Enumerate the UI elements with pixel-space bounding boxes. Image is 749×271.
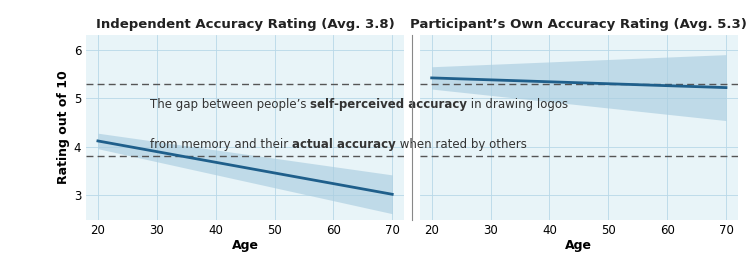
Title: Participant’s Own Accuracy Rating (Avg. 5.3): Participant’s Own Accuracy Rating (Avg. … xyxy=(410,18,748,31)
X-axis label: Age: Age xyxy=(231,239,258,252)
Text: from memory and their: from memory and their xyxy=(150,138,292,151)
Text: actual accuracy: actual accuracy xyxy=(292,138,395,151)
X-axis label: Age: Age xyxy=(565,239,592,252)
Title: Independent Accuracy Rating (Avg. 3.8): Independent Accuracy Rating (Avg. 3.8) xyxy=(96,18,395,31)
Y-axis label: Rating out of 10: Rating out of 10 xyxy=(57,70,70,184)
Text: in drawing logos: in drawing logos xyxy=(467,98,568,111)
Text: when rated by others: when rated by others xyxy=(395,138,527,151)
Text: The gap between people’s: The gap between people’s xyxy=(150,98,310,111)
Text: self-perceived accuracy: self-perceived accuracy xyxy=(310,98,467,111)
